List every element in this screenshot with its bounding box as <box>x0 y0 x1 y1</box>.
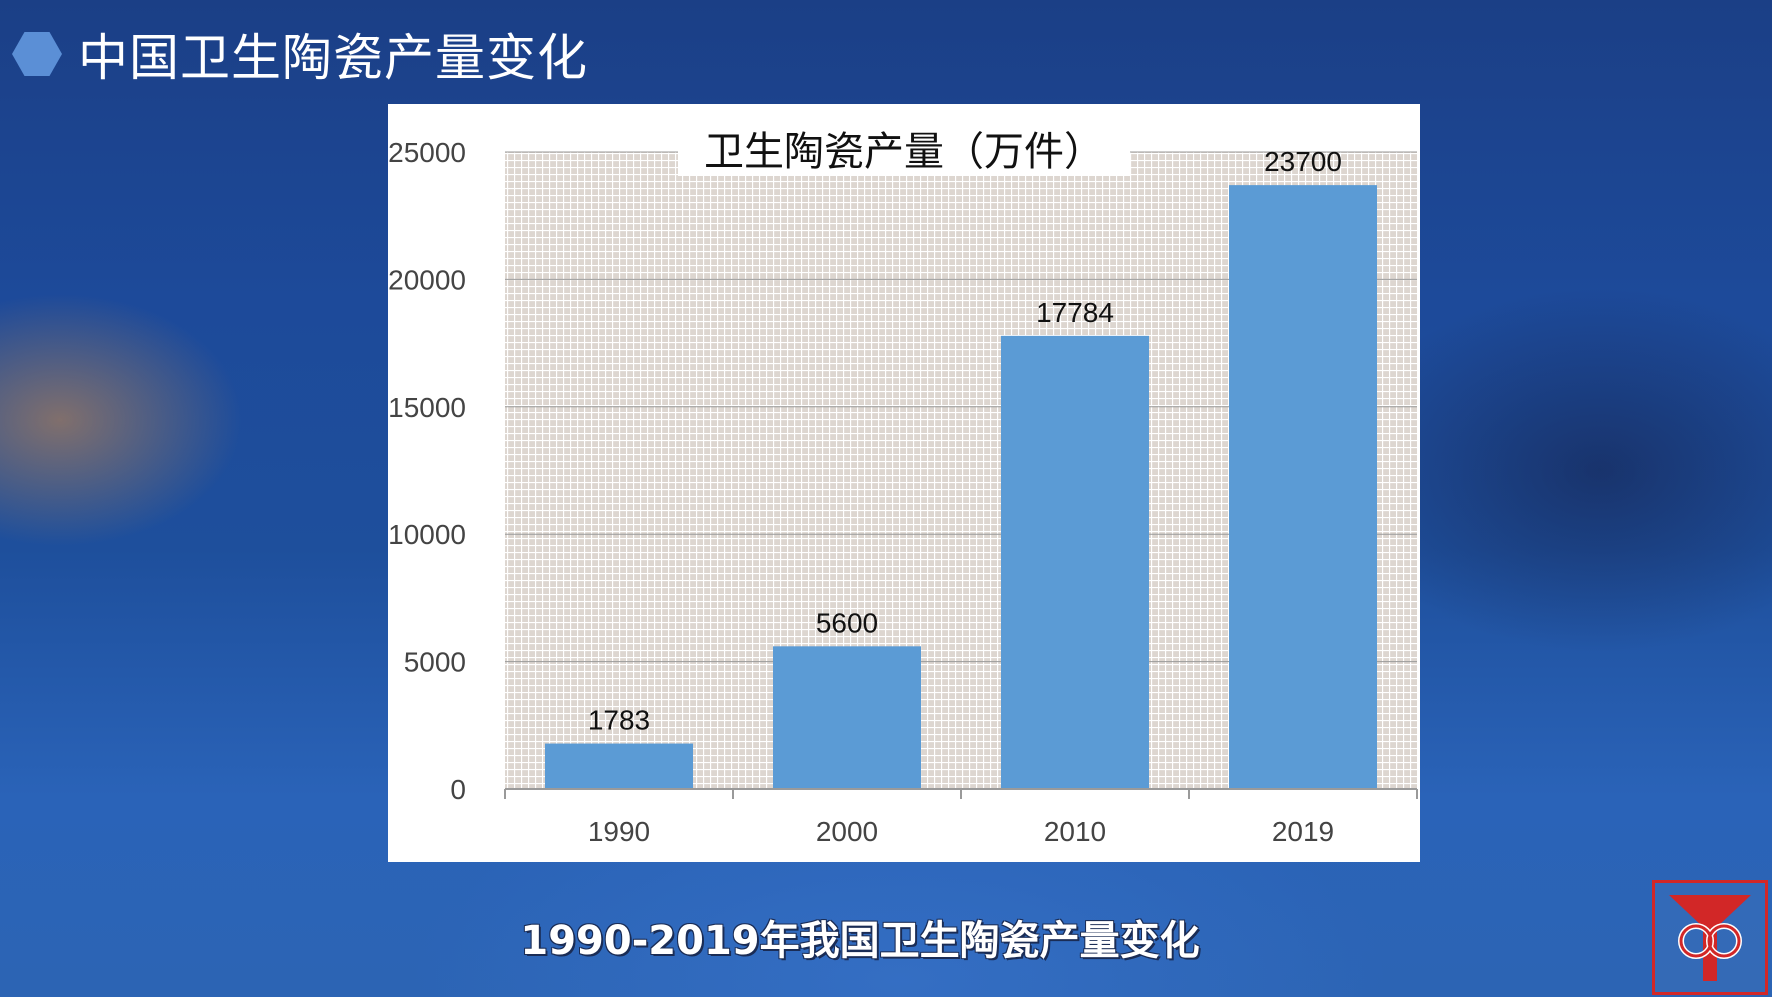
bar-2019 <box>1229 185 1377 789</box>
x-tick-label: 2019 <box>1272 816 1334 847</box>
chart-caption: 1990-2019年我国卫生陶瓷产量变化 <box>520 918 1200 964</box>
bar-chart: 0 5000 10000 15000 20000 25000 1783 5600 17784 2… <box>388 137 1418 847</box>
y-tick-label: 20000 <box>388 264 466 295</box>
bar-2010 <box>1001 335 1149 789</box>
slide-title: 中国卫生陶瓷产量变化 <box>78 29 588 87</box>
data-label: 5600 <box>816 607 878 638</box>
y-tick-label: 25000 <box>388 137 466 168</box>
bar-2000 <box>773 646 921 789</box>
chart-panel: 0 5000 10000 15000 20000 25000 1783 5600 17784 2… <box>388 104 1420 862</box>
data-label: 17784 <box>1036 297 1114 328</box>
y-tick-label: 5000 <box>404 647 466 678</box>
y-tick-label: 10000 <box>388 519 466 550</box>
y-tick-label: 0 <box>450 774 466 805</box>
bar-1990 <box>545 743 693 789</box>
y-tick-label: 15000 <box>388 392 466 423</box>
data-label: 1783 <box>588 705 650 736</box>
x-tick-label: 2000 <box>816 816 878 847</box>
hexagon-icon <box>12 32 62 76</box>
data-label: 23700 <box>1264 146 1342 177</box>
slide-header: 中国卫生陶瓷产量变化 <box>12 22 588 87</box>
logo <box>1652 880 1768 995</box>
chart-title-box: 卫生陶瓷产量（万件） <box>678 120 1130 176</box>
x-tick-label: 2010 <box>1044 816 1106 847</box>
logo-emblem-icon <box>1669 895 1751 981</box>
chart-title: 卫生陶瓷产量（万件） <box>704 129 1104 175</box>
x-tick-label: 1990 <box>588 816 650 847</box>
